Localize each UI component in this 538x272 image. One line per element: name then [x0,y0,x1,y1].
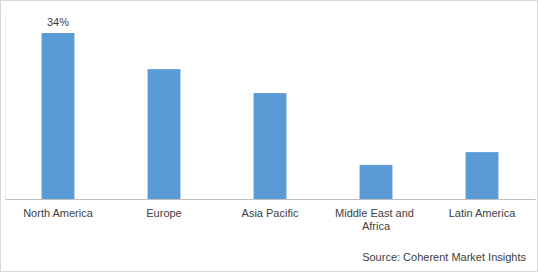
bar [254,93,287,199]
y-axis [5,14,6,200]
x-tick: Asia Pacific [242,199,299,219]
data-label: 34% [47,16,69,28]
x-tick-label: Middle East and Africa [335,207,417,232]
x-tick: North America [23,199,94,219]
chart: North America Europe Asia Pacific Middle Ea… [0,0,538,272]
x-tick-label: Asia Pacific [242,207,299,219]
chart-border [1,1,538,272]
x-axis: North America Europe Asia Pacific Middle Ea… [6,199,536,232]
x-tick-label: Europe [146,207,181,219]
source-note: Source: Coherent Market Insights [362,251,526,263]
x-axis-line [6,199,536,200]
x-tick: Middle East and Africa [335,199,417,232]
x-tick-label-line: Middle East and [335,207,417,219]
bar [42,33,75,199]
x-tick-label: North America [23,207,94,219]
data-labels: 34% [47,16,69,28]
bar [148,69,181,199]
bar [360,165,393,199]
x-tick: Latin America [449,199,517,219]
bars [42,33,499,199]
x-tick: Europe [146,199,181,219]
x-tick-label-line: Africa [362,220,391,232]
bar [466,152,499,199]
x-tick-label: Latin America [449,207,517,219]
y-axis-line [5,14,6,200]
